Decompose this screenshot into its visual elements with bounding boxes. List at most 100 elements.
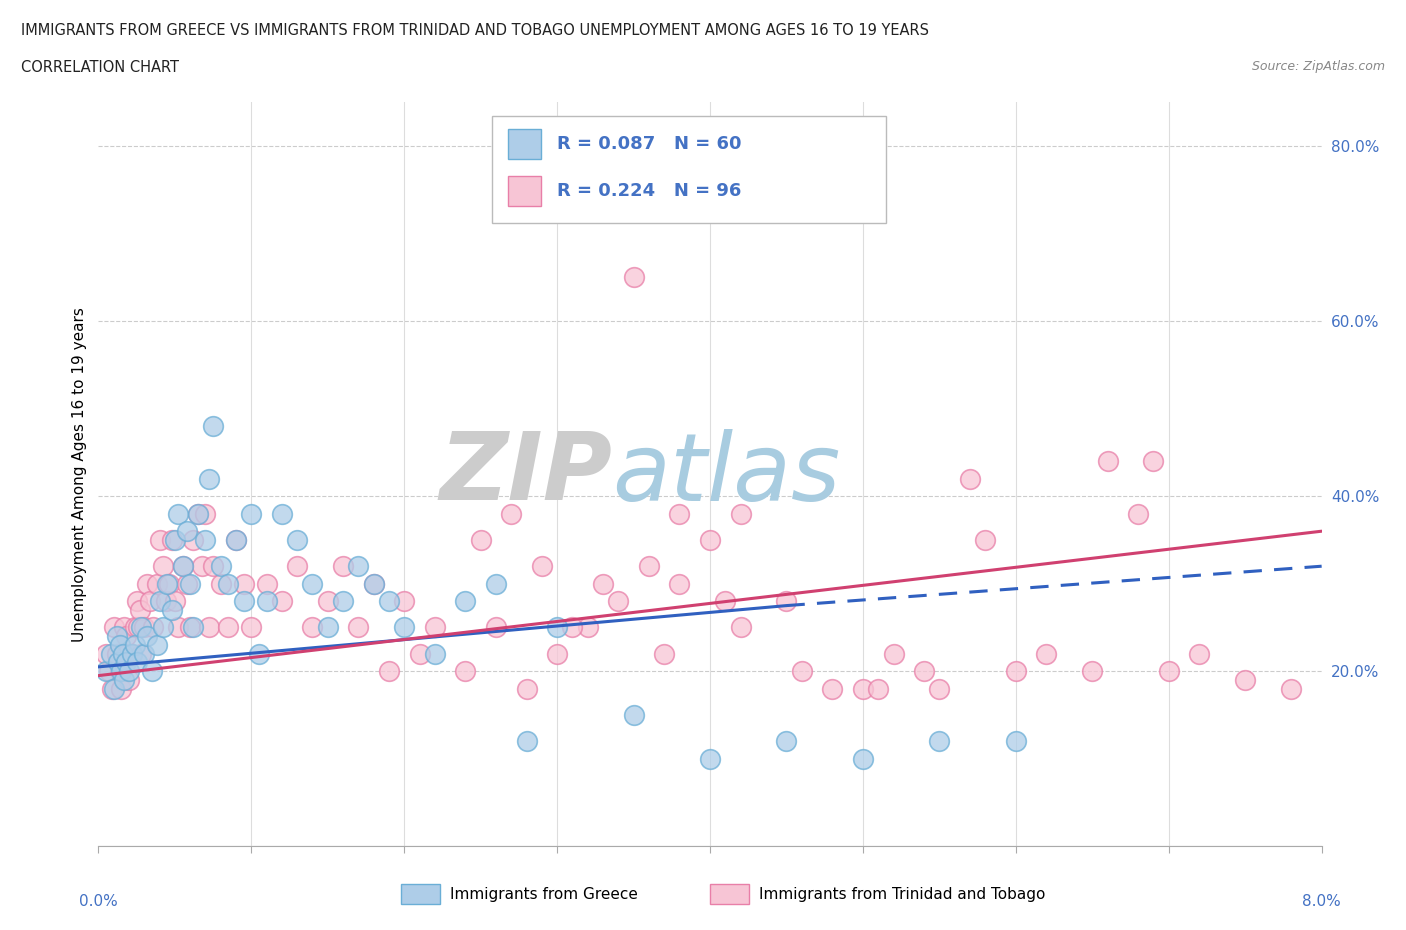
Point [270, 593, 294, 608]
Point [470, 533, 492, 548]
Point [378, 664, 401, 679]
Point [217, 620, 239, 635]
Point [98, 664, 121, 679]
Point [117, 646, 139, 661]
Point [134, 620, 156, 635]
Point [139, 593, 162, 608]
Point [167, 506, 190, 521]
Point [172, 559, 194, 574]
Text: Immigrants from Trinidad and Tobago: Immigrants from Trinidad and Tobago [759, 887, 1046, 902]
Point [316, 593, 339, 608]
Point [1234, 672, 1257, 687]
Point [145, 638, 167, 653]
Point [103, 682, 125, 697]
Point [485, 620, 508, 635]
Text: Source: ZipAtlas.com: Source: ZipAtlas.com [1251, 60, 1385, 73]
Point [1157, 664, 1180, 679]
Point [108, 664, 131, 679]
Point [623, 708, 645, 723]
Point [928, 682, 950, 697]
Point [112, 672, 135, 687]
Point [112, 620, 135, 635]
Point [1279, 682, 1302, 697]
Point [94, 646, 117, 661]
Point [187, 506, 209, 521]
Point [1188, 646, 1211, 661]
Point [714, 593, 737, 608]
Point [530, 559, 553, 574]
Point [111, 646, 134, 661]
Point [127, 620, 149, 635]
Point [191, 559, 214, 574]
Point [852, 751, 875, 766]
Point [136, 577, 159, 591]
Point [515, 734, 537, 749]
Point [125, 593, 148, 608]
Point [209, 577, 232, 591]
Point [332, 593, 354, 608]
Point [301, 577, 323, 591]
Point [485, 577, 508, 591]
Point [592, 577, 614, 591]
Point [347, 620, 370, 635]
Point [699, 533, 721, 548]
Point [821, 682, 844, 697]
Point [974, 533, 997, 548]
Point [155, 593, 177, 608]
Point [454, 664, 477, 679]
Point [928, 734, 950, 749]
Point [637, 559, 661, 574]
Y-axis label: Unemployment Among Ages 16 to 19 years: Unemployment Among Ages 16 to 19 years [72, 307, 87, 642]
Text: 0.0%: 0.0% [79, 895, 118, 910]
Point [167, 620, 190, 635]
Point [546, 620, 568, 635]
Point [163, 593, 186, 608]
Text: atlas: atlas [612, 429, 841, 520]
Point [110, 664, 132, 679]
Point [107, 655, 129, 670]
Point [285, 533, 308, 548]
Point [101, 682, 124, 697]
Point [912, 664, 935, 679]
Text: R = 0.087   N = 60: R = 0.087 N = 60 [557, 135, 741, 153]
Point [1081, 664, 1104, 679]
Point [240, 506, 263, 521]
Point [883, 646, 905, 661]
Point [1142, 454, 1164, 469]
Point [202, 418, 225, 433]
Point [546, 646, 568, 661]
Point [668, 506, 690, 521]
Point [217, 577, 239, 591]
Point [959, 472, 981, 486]
Text: ZIP: ZIP [439, 429, 612, 520]
Point [775, 734, 797, 749]
Point [149, 593, 172, 608]
Point [1004, 664, 1026, 679]
Point [363, 577, 385, 591]
Point [332, 559, 354, 574]
Point [124, 620, 146, 635]
Point [149, 533, 172, 548]
Point [118, 672, 141, 687]
Point [124, 638, 146, 653]
Point [121, 646, 143, 661]
Point [623, 270, 645, 285]
Point [501, 506, 523, 521]
Point [408, 646, 430, 661]
Point [790, 664, 813, 679]
Text: IMMIGRANTS FROM GREECE VS IMMIGRANTS FROM TRINIDAD AND TOBAGO UNEMPLOYMENT AMONG: IMMIGRANTS FROM GREECE VS IMMIGRANTS FRO… [21, 23, 929, 38]
Point [730, 620, 752, 635]
Point [1004, 734, 1026, 749]
Point [157, 577, 180, 591]
Point [111, 646, 134, 661]
Point [172, 559, 194, 574]
Point [256, 577, 278, 591]
Point [240, 620, 263, 635]
Text: R = 0.224   N = 96: R = 0.224 N = 96 [557, 181, 741, 200]
Point [247, 646, 270, 661]
Point [194, 533, 217, 548]
Text: 8.0%: 8.0% [1302, 895, 1341, 910]
Point [156, 577, 179, 591]
Point [103, 620, 125, 635]
Point [607, 593, 630, 608]
